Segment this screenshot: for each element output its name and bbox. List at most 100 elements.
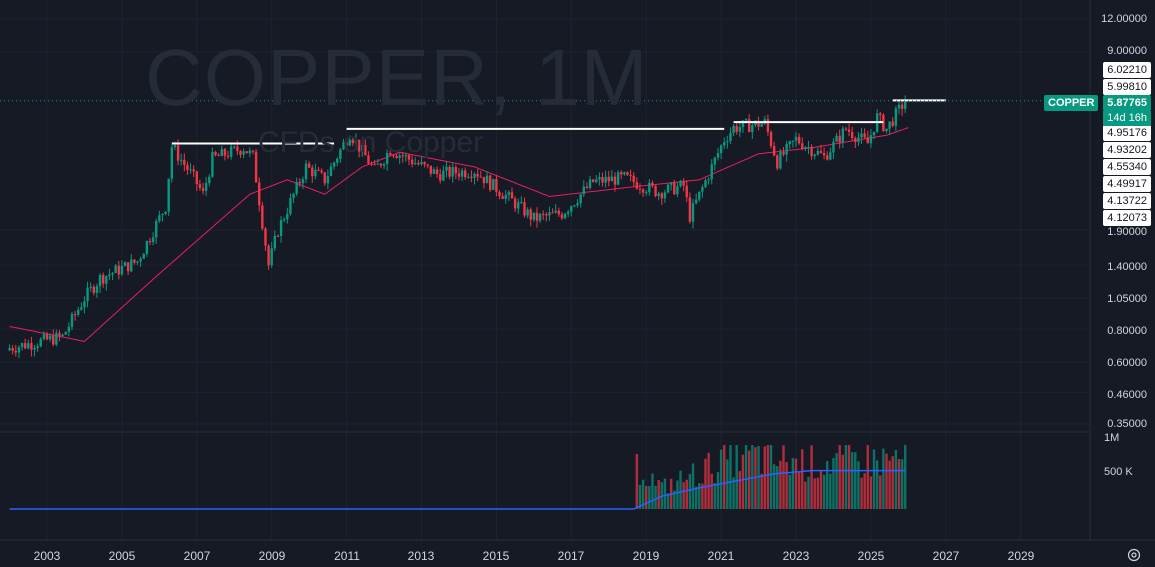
candle-body bbox=[588, 179, 592, 189]
level-label[interactable]: 6.02210 bbox=[1103, 62, 1151, 78]
volume-moving-average bbox=[9, 469, 906, 510]
candle-body bbox=[576, 203, 579, 206]
candle-body bbox=[420, 162, 423, 165]
price-moving-average bbox=[9, 127, 909, 342]
candle-body bbox=[698, 191, 701, 200]
candle-body bbox=[401, 155, 404, 157]
candle-body bbox=[744, 119, 748, 121]
volume-bar bbox=[691, 463, 695, 509]
candle-body bbox=[760, 123, 763, 127]
candle-body bbox=[161, 213, 164, 216]
candle-body bbox=[201, 188, 205, 191]
candle-body bbox=[173, 145, 177, 148]
candle-body bbox=[448, 166, 451, 177]
candle-body bbox=[133, 259, 136, 263]
candle-body bbox=[741, 120, 745, 128]
volume-bar bbox=[698, 483, 701, 509]
candle-body bbox=[423, 162, 426, 165]
level-label[interactable]: 4.12073 bbox=[1103, 210, 1151, 226]
candle-body bbox=[891, 121, 894, 126]
level-label[interactable]: 4.55340 bbox=[1103, 159, 1151, 175]
volume-bar bbox=[857, 461, 860, 509]
candle-body bbox=[857, 137, 860, 142]
level-label[interactable]: 4.49917 bbox=[1103, 176, 1151, 192]
volume-bar bbox=[850, 452, 854, 509]
candle-body bbox=[80, 307, 83, 310]
volume-bar bbox=[704, 458, 707, 509]
candle-body bbox=[114, 265, 117, 273]
candle-body bbox=[719, 145, 723, 154]
volume-bar bbox=[679, 470, 682, 509]
current-price-label[interactable]: 5.87765 bbox=[1103, 95, 1151, 111]
volume-bar bbox=[638, 484, 642, 509]
candle-body bbox=[407, 155, 411, 160]
candle-body bbox=[476, 173, 479, 177]
candle-body bbox=[332, 162, 336, 167]
candle-body bbox=[198, 184, 202, 189]
candle-body bbox=[208, 176, 211, 184]
volume-bar bbox=[879, 475, 882, 509]
candle-body bbox=[323, 172, 326, 184]
volume-bar bbox=[651, 473, 654, 509]
volume-bar bbox=[710, 473, 713, 509]
candle-body bbox=[83, 301, 86, 308]
level-label[interactable]: 4.93202 bbox=[1103, 142, 1151, 158]
resistance-lines bbox=[171, 99, 946, 145]
price-tick: 0.60000 bbox=[1107, 357, 1147, 369]
candle-body bbox=[488, 175, 492, 190]
volume-bar bbox=[732, 477, 735, 509]
candle-body bbox=[404, 155, 408, 157]
volume-bar bbox=[729, 445, 732, 509]
candle-body bbox=[295, 181, 298, 194]
candle-body bbox=[52, 335, 55, 345]
volume-bar bbox=[726, 459, 729, 509]
candle-body bbox=[885, 128, 888, 131]
volume-bar bbox=[782, 445, 785, 509]
volume-bar bbox=[826, 461, 829, 509]
candle-body bbox=[835, 135, 838, 142]
candle-body bbox=[757, 120, 760, 127]
candle-body bbox=[217, 155, 220, 157]
time-tick: 2017 bbox=[557, 549, 585, 563]
volume-bars bbox=[635, 445, 907, 509]
candle-body bbox=[179, 159, 183, 161]
candle-body bbox=[426, 164, 429, 166]
candle-body bbox=[894, 108, 898, 126]
level-label[interactable]: 4.95176 bbox=[1103, 125, 1151, 141]
candle-body bbox=[751, 125, 754, 133]
candle-body bbox=[33, 347, 36, 350]
volume-bar bbox=[847, 445, 851, 509]
gear-icon[interactable] bbox=[1127, 548, 1141, 562]
candle-body bbox=[897, 104, 901, 109]
candle-body bbox=[860, 133, 863, 138]
level-label[interactable]: 5.99810 bbox=[1103, 79, 1151, 95]
candle-body bbox=[239, 151, 242, 155]
candle-body bbox=[560, 214, 564, 219]
candle-body bbox=[98, 274, 102, 287]
candle-body bbox=[64, 331, 67, 335]
candle-body bbox=[95, 286, 99, 293]
candle-body bbox=[666, 184, 670, 193]
price-tick: 0.35000 bbox=[1107, 418, 1147, 430]
candle-body bbox=[538, 213, 542, 221]
candle-body bbox=[183, 159, 186, 165]
candle-body bbox=[529, 209, 532, 220]
candle-body bbox=[251, 150, 255, 152]
volume-bar bbox=[763, 446, 766, 509]
volume-bar bbox=[682, 482, 685, 509]
candle-body bbox=[361, 144, 364, 152]
candle-body bbox=[526, 209, 529, 216]
level-label[interactable]: 4.13722 bbox=[1103, 193, 1151, 209]
time-tick: 2019 bbox=[632, 549, 660, 563]
candle-body bbox=[648, 182, 651, 193]
volume-bar bbox=[772, 464, 776, 509]
volume-bar bbox=[688, 474, 692, 509]
candle-body bbox=[782, 151, 785, 155]
candle-body bbox=[351, 139, 355, 144]
candle-body bbox=[498, 191, 501, 197]
candle-body bbox=[492, 178, 495, 190]
candle-body bbox=[679, 180, 682, 187]
current-symbol-label[interactable]: COPPER bbox=[1044, 95, 1099, 111]
volume-bar bbox=[785, 462, 788, 509]
